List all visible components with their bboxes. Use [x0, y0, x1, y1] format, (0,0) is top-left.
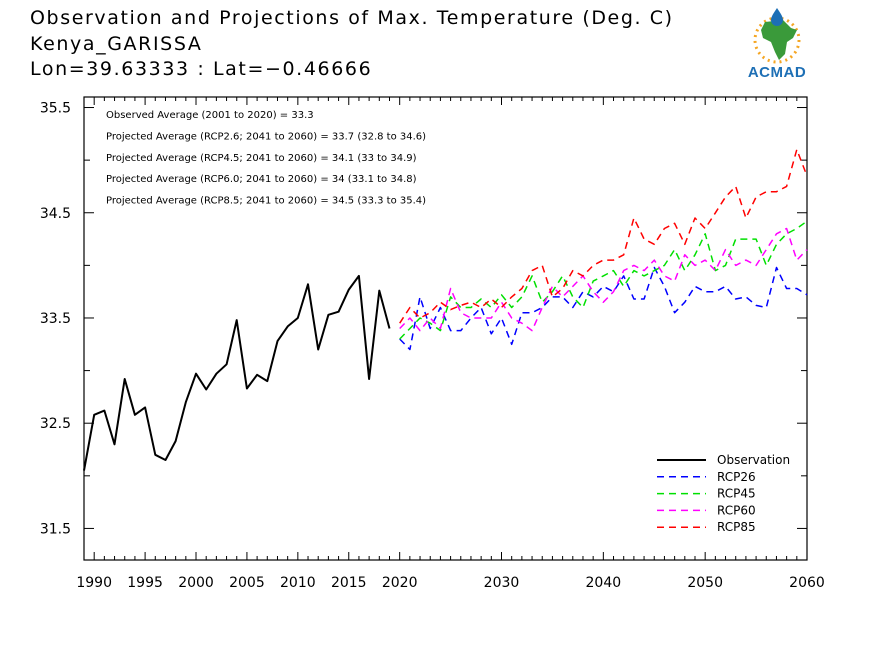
x-tick-label: 2000: [178, 575, 214, 591]
x-tick-label: 2020: [382, 575, 418, 591]
legend-label: RCP26: [717, 470, 756, 484]
x-tick-label: 2010: [280, 575, 316, 591]
stats-line: Projected Average (RCP8.5; 2041 to 2060)…: [106, 196, 426, 207]
stats-line: Projected Average (RCP4.5; 2041 to 2060)…: [106, 153, 417, 164]
coordinates-label: Lon=39.63333 : Lat=−0.46666: [30, 58, 373, 80]
acmad-logo: ACMAD: [735, 8, 819, 84]
x-tick-label: 2015: [331, 575, 367, 591]
x-tick-label: 1995: [127, 575, 163, 591]
x-tick-label: 2060: [789, 575, 825, 591]
x-tick-label: 2050: [687, 575, 723, 591]
y-tick-label: 33.5: [40, 311, 71, 327]
y-tick-label: 35.5: [40, 101, 71, 117]
y-tick-label: 31.5: [40, 521, 71, 537]
legend-label: Observation: [717, 453, 790, 467]
x-tick-label: 2005: [229, 575, 265, 591]
chart-title: Observation and Projections of Max. Temp…: [30, 7, 674, 29]
acmad-logo-text: ACMAD: [747, 64, 807, 81]
y-tick-label: 32.5: [40, 416, 71, 432]
legend-label: RCP85: [717, 520, 756, 534]
x-tick-label: 1990: [76, 575, 112, 591]
legend-label: RCP45: [717, 487, 756, 501]
series-line-rcp85: [399, 148, 808, 324]
series-line-rcp45: [399, 220, 808, 340]
legend-label: RCP60: [717, 503, 756, 517]
location-name: Kenya_GARISSA: [30, 33, 203, 55]
plot-frame: [83, 96, 808, 561]
stats-line: Projected Average (RCP6.0; 2041 to 2060)…: [106, 174, 417, 185]
stats-line: Projected Average (RCP2.6; 2041 to 2060)…: [106, 131, 426, 142]
series-line-observation: [83, 274, 391, 471]
x-tick-label: 2030: [484, 575, 520, 591]
stats-line: Observed Average (2001 to 2020) = 33.3: [106, 110, 314, 121]
africa-map-icon: [753, 8, 801, 64]
series-line-rcp26: [399, 266, 808, 351]
series-line-rcp60: [399, 227, 808, 332]
y-tick-label: 34.5: [40, 206, 71, 222]
x-tick-label: 2040: [586, 575, 622, 591]
